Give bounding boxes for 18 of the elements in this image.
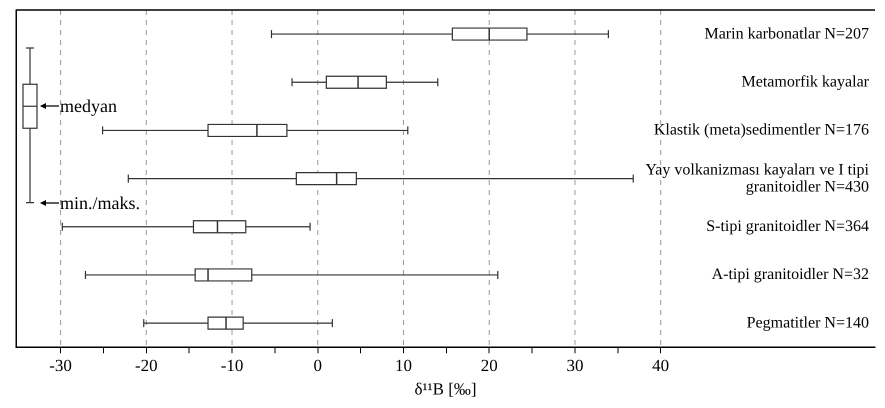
y-tick-label: Yay volkanizması kayaları ve I tipi granitoidler N=430 [645,161,870,196]
x-tick-label: 10 [394,356,412,375]
x-tick-label: 0 [314,356,322,375]
x-tick-label: -20 [134,356,158,375]
y-tick-label: S-tipi granitoidler N=364 [706,218,869,235]
annotation: min./maks. [60,192,140,214]
y-tick-label: A-tipi granitoidler N=32 [712,266,869,284]
x-tick-label: 30 [566,356,584,375]
x-tick-label: -30 [49,356,72,375]
x-tick-label: 20 [480,356,498,375]
y-tick-label: Pegmatitler N=140 [746,314,869,332]
x-axis-title: δ¹¹B [‰] [414,379,477,398]
x-tick-label: 40 [652,356,670,375]
x-tick-label: -10 [220,356,244,375]
y-tick-label: Marin karbonatlar N=207 [704,25,869,42]
y-tick-label: Metamorfik kayalar [742,73,870,90]
y-tick-label: Klastik (meta)sedimentler N=176 [654,122,869,139]
annotation: medyan [60,95,117,118]
